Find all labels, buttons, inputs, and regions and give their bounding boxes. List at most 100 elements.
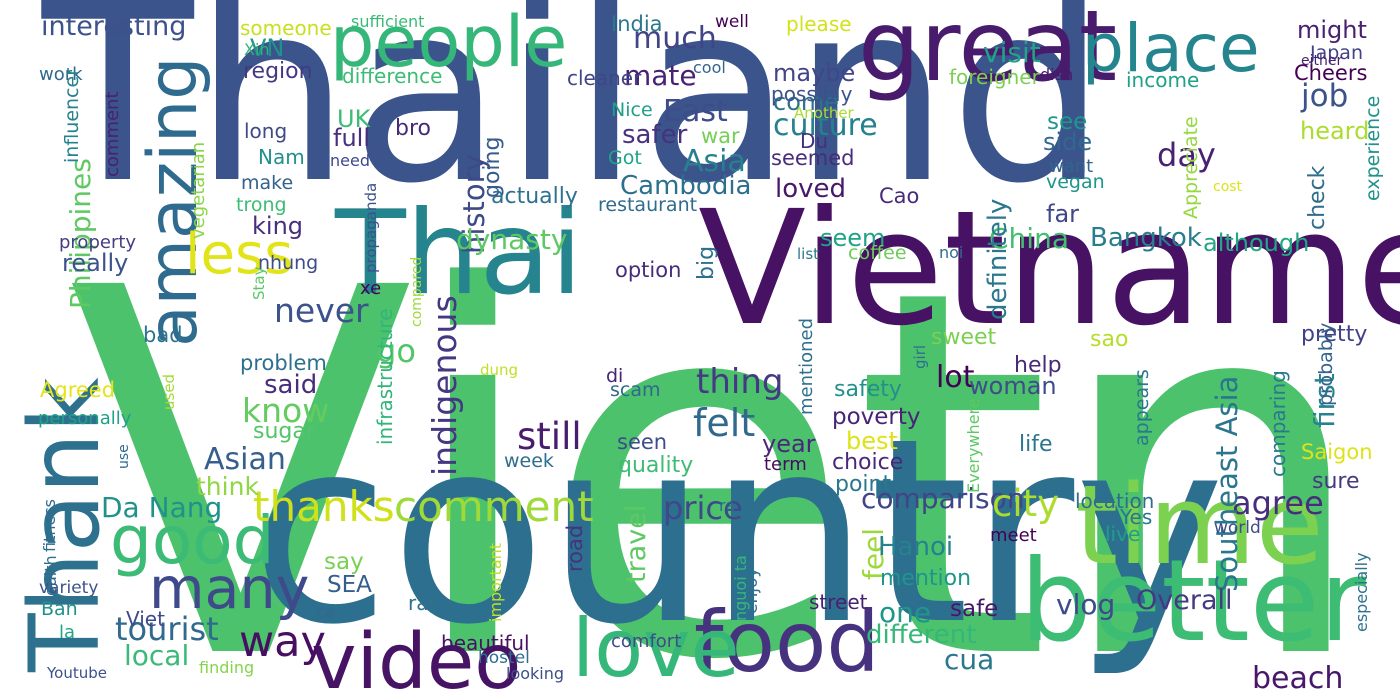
word-loved: loved — [775, 174, 847, 204]
word-cleaner: cleaner — [567, 66, 642, 90]
word-comparing: comparing — [1266, 370, 1290, 477]
word-cao: Cao — [879, 184, 920, 208]
word-week: week — [504, 450, 554, 472]
word-full: full — [333, 124, 370, 152]
word-year: year — [762, 430, 816, 458]
word-looking: looking — [506, 664, 565, 683]
word-city: city — [992, 482, 1060, 525]
word-noi: noi — [939, 243, 964, 262]
word-comment-small: comment — [102, 91, 123, 177]
word-maybe: maybe — [773, 59, 856, 87]
word-bad: bad — [143, 323, 183, 347]
word-problem: problem — [240, 351, 327, 375]
word-bangkok: Bangkok — [1090, 223, 1202, 253]
word-yes: Yes — [1120, 505, 1153, 529]
word-think: think — [196, 472, 259, 501]
word-good: good — [110, 502, 275, 579]
word-cheers: Cheers — [1294, 61, 1368, 85]
word-income: income — [1126, 68, 1200, 92]
word-vn: VN — [250, 34, 285, 62]
word-vegetarian: vegetarian — [188, 141, 209, 239]
word-day: day — [1157, 136, 1216, 174]
word-region: region — [243, 59, 313, 84]
word-china: China — [989, 222, 1069, 255]
word-tourist: tourist — [115, 610, 219, 648]
word-either: either — [1301, 53, 1343, 69]
word-thing: thing — [696, 362, 784, 402]
word-life: life — [1019, 432, 1053, 457]
word-bro: bro — [395, 116, 431, 141]
word-mentioned: mentioned — [796, 318, 817, 415]
word-cost: cost — [1213, 179, 1243, 195]
word-nguoi-ta: nguoi ta — [731, 555, 750, 621]
word-location: location — [1075, 489, 1155, 513]
word-much: much — [633, 21, 717, 56]
word-might: might — [1297, 16, 1367, 44]
word-better: better — [1020, 535, 1366, 667]
word-seemed: seemed — [771, 146, 855, 170]
word-street: street — [809, 590, 868, 614]
word-far: far — [1046, 200, 1080, 228]
word-many: many — [149, 556, 310, 622]
word-asia: Asia — [683, 144, 746, 179]
word-job: job — [1301, 78, 1349, 114]
word-nice: Nice — [611, 99, 653, 121]
word-see: see — [1047, 109, 1088, 135]
word-sure: sure — [1312, 469, 1360, 494]
word-want: want — [1049, 156, 1094, 177]
word-lot: lot — [936, 360, 975, 395]
word-make: make — [241, 172, 294, 194]
word-xe: xe — [360, 278, 382, 299]
word-know: know — [242, 391, 330, 430]
word-people: people — [330, 1, 568, 83]
word-sweet: sweet — [931, 325, 997, 350]
word-heard: heard — [1300, 117, 1370, 145]
word-youtube: Youtube — [47, 664, 107, 682]
word-foreigner: foreigner — [949, 65, 1040, 89]
word-another: Another — [794, 104, 854, 122]
word-thai: Thai — [335, 186, 583, 321]
word-girl: girl — [911, 344, 929, 369]
word-compared: compared — [409, 256, 425, 327]
word-interesting: interesting — [41, 11, 187, 42]
word-everywhere: Everywhere — [964, 398, 983, 493]
word-di: di — [606, 365, 624, 387]
word-comparison: comparison — [861, 482, 1025, 515]
word-restaurant: restaurant — [598, 194, 698, 216]
word-fitness: fitness — [40, 498, 59, 552]
word-video: video — [311, 618, 522, 700]
word-comment: comment — [394, 482, 594, 531]
word-safe: safe — [950, 596, 999, 622]
word-ra: ra — [719, 496, 736, 515]
word-hanoi: Hanoi — [878, 532, 954, 562]
word-need: need — [330, 151, 370, 170]
word-personally: personally — [38, 408, 132, 429]
word-agree: agree — [1232, 484, 1324, 522]
word-felt: felt — [693, 401, 756, 445]
word-mate: mate — [624, 59, 697, 92]
word-cool: cool — [693, 58, 726, 77]
word-definitely: definitely — [983, 198, 1013, 320]
word-beach: beach — [1252, 661, 1344, 696]
word-say: say — [324, 549, 364, 575]
word-culture: culture — [773, 108, 878, 143]
word-east: East — [663, 94, 728, 129]
word-please: please — [786, 12, 852, 36]
word-agreed: Agreed — [40, 378, 116, 402]
word-nam: Nam — [258, 145, 305, 169]
word-appreciate: Appreciate — [1180, 116, 1202, 219]
word-king: king — [252, 212, 304, 240]
word-indigenous: indigenous — [425, 295, 464, 476]
word-xin: Xin — [244, 40, 270, 59]
word-sea: SEA — [327, 572, 372, 598]
word-variety: variety — [39, 578, 99, 598]
word-less: less — [185, 222, 294, 287]
word-sufficient: sufficient — [351, 12, 425, 31]
word-saigon: Saigon — [1301, 440, 1373, 464]
word-sao: sao — [1090, 327, 1129, 352]
word-way: way — [239, 617, 326, 667]
word-appears: appears — [1131, 369, 1153, 446]
word-asian: Asian — [204, 442, 286, 477]
word-help: help — [1014, 353, 1062, 378]
